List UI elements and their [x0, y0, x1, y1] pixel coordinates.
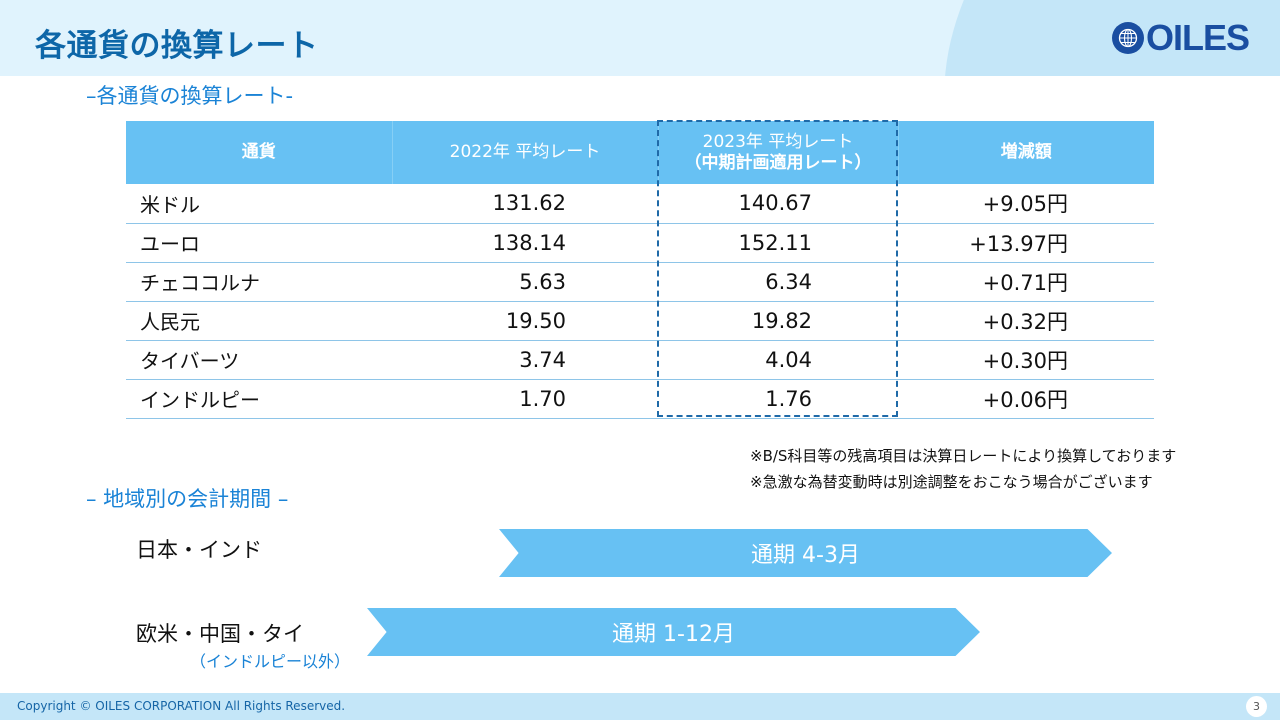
rate-2022: 3.74	[392, 340, 658, 380]
table-row: タイバーツ 3.74 4.04 +0.30円	[126, 340, 1154, 380]
page-title: 各通貨の換算レート	[35, 28, 319, 64]
rate-diff: +0.32円	[898, 301, 1154, 341]
exchange-rate-table: 通貨 2022年 平均レート 2023年 平均レート （中期計画適用レート） 増…	[126, 121, 1154, 419]
rate-diff: +13.97円	[898, 223, 1154, 263]
period-label: 通期 4-3月	[751, 543, 860, 568]
note-line: ※急激な為替変動時は別途調整をおこなう場合がございます	[750, 473, 1153, 491]
rate-2022: 1.70	[392, 379, 658, 419]
rate-diff: +0.06円	[898, 379, 1154, 419]
rate-diff: +9.05円	[898, 184, 1154, 224]
period-arrow-west-china-thai: 通期 1-12月	[367, 608, 980, 656]
currency-name: タイバーツ	[126, 340, 392, 380]
rate-2022: 5.63	[392, 262, 658, 302]
currency-name: 米ドル	[126, 184, 392, 224]
column-header-2023: 2023年 平均レート （中期計画適用レート）	[657, 121, 898, 184]
header-band: 各通貨の換算レート OILES	[0, 0, 1280, 76]
logo-text: OILES	[1146, 17, 1250, 58]
rate-2023: 140.67	[658, 184, 898, 224]
rate-2022: 138.14	[392, 223, 658, 263]
region-label-japan-india: 日本・インド	[136, 538, 262, 562]
rate-2023: 4.04	[658, 340, 898, 380]
column-header-diff: 増減額	[897, 121, 1154, 184]
company-logo: OILES	[1112, 17, 1250, 58]
table-row: ユーロ 138.14 152.11 +13.97円	[126, 223, 1154, 263]
column-header-2022: 2022年 平均レート	[391, 121, 658, 184]
plan-rate-highlight	[657, 120, 898, 417]
rate-diff: +0.30円	[898, 340, 1154, 380]
rate-2023: 1.76	[658, 379, 898, 419]
column-header-2023-line2: （中期計画適用レート）	[684, 152, 872, 173]
notes: ※B/S科目等の残高項目は決算日レートにより換算しております ※急激な為替変動時…	[750, 443, 1176, 495]
period-arrow-japan-india: 通期 4-3月	[499, 529, 1112, 577]
currency-name: チェココルナ	[126, 262, 392, 302]
table-row: 米ドル 131.62 140.67 +9.05円	[126, 184, 1154, 224]
region-sublabel: （インドルピー以外）	[190, 652, 351, 671]
rates-section-title: –各通貨の換算レート-	[86, 84, 294, 108]
fiscal-section-title: – 地域別の会計期間 –	[86, 487, 289, 511]
currency-name: ユーロ	[126, 223, 392, 263]
page-number: 3	[1246, 696, 1267, 717]
column-header-currency: 通貨	[126, 121, 392, 184]
note-line: ※B/S科目等の残高項目は決算日レートにより換算しております	[750, 447, 1177, 465]
rate-2023: 19.82	[658, 301, 898, 341]
rate-2022: 19.50	[392, 301, 658, 341]
region-label-west-china-thai: 欧米・中国・タイ	[136, 622, 304, 646]
table-header-row: 通貨 2022年 平均レート 2023年 平均レート （中期計画適用レート） 増…	[126, 121, 1154, 184]
rate-2022: 131.62	[392, 184, 658, 224]
column-header-2023-line1: 2023年 平均レート	[702, 131, 854, 152]
table-row: チェココルナ 5.63 6.34 +0.71円	[126, 262, 1154, 302]
footer: Copyright © OILES CORPORATION All Rights…	[0, 693, 1280, 720]
period-label: 通期 1-12月	[612, 622, 735, 647]
table-row: インドルピー 1.70 1.76 +0.06円	[126, 379, 1154, 419]
currency-name: インドルピー	[126, 379, 392, 419]
rate-2023: 152.11	[658, 223, 898, 263]
globe-icon	[1112, 22, 1144, 54]
copyright-text: Copyright © OILES CORPORATION All Rights…	[17, 699, 346, 713]
rate-2023: 6.34	[658, 262, 898, 302]
currency-name: 人民元	[126, 301, 392, 341]
table-row: 人民元 19.50 19.82 +0.32円	[126, 301, 1154, 341]
rate-diff: +0.71円	[898, 262, 1154, 302]
